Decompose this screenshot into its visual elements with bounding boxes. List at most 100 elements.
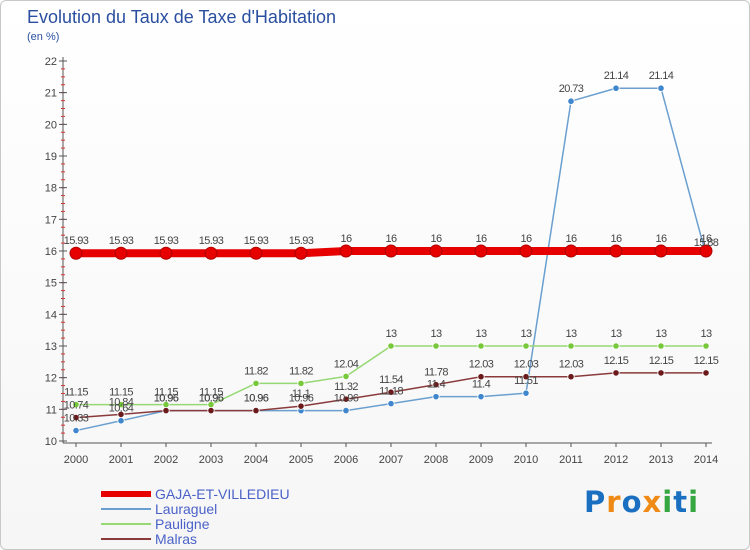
data-label: 10.74 xyxy=(64,400,89,412)
series-point xyxy=(657,84,665,92)
data-label: 12.15 xyxy=(604,355,629,367)
series-point xyxy=(207,406,215,415)
series-point xyxy=(432,342,440,350)
legend-label: Lauraguel xyxy=(155,501,218,517)
x-tick-label: 2002 xyxy=(154,454,178,466)
data-label: 16 xyxy=(385,233,397,245)
series-point xyxy=(699,244,713,258)
data-label: 10.96 xyxy=(244,393,269,405)
data-label: 13 xyxy=(655,328,667,340)
data-label: 11.82 xyxy=(289,365,313,377)
logo-letter: o xyxy=(621,485,643,519)
y-tick-label: 14 xyxy=(45,309,57,321)
data-label: 10.96 xyxy=(334,393,359,405)
series-point xyxy=(339,244,353,258)
series-point xyxy=(654,244,668,258)
data-label: 15.93 xyxy=(289,235,314,247)
y-tick-label: 11 xyxy=(46,404,57,416)
legend-swatch xyxy=(101,523,151,525)
data-label: 11.1 xyxy=(292,388,311,400)
x-tick-label: 2012 xyxy=(604,454,628,466)
data-label: 11.18 xyxy=(379,386,403,398)
x-tick-label: 2000 xyxy=(64,454,88,466)
series-point xyxy=(522,373,530,381)
series-point xyxy=(657,369,665,377)
data-label: 10.96 xyxy=(199,393,224,405)
data-label: 11.15 xyxy=(199,387,223,399)
data-label: 13 xyxy=(565,328,577,340)
data-label: 10.96 xyxy=(154,393,179,405)
series-point xyxy=(567,342,575,350)
y-tick-label: 18 xyxy=(45,183,57,195)
proxiti-logo: Proxiti xyxy=(584,485,699,519)
data-label: 12.03 xyxy=(559,359,584,371)
series-point xyxy=(297,402,305,410)
x-tick-label: 2009 xyxy=(469,454,493,466)
y-tick-label: 10 xyxy=(45,436,57,448)
data-label: 11.54 xyxy=(379,374,403,386)
x-tick-label: 2001 xyxy=(109,454,133,466)
logo-letter: i xyxy=(688,485,700,519)
data-label: 13 xyxy=(430,328,442,340)
data-label: 16 xyxy=(700,233,712,245)
series-point xyxy=(429,244,443,258)
series-point xyxy=(342,372,350,380)
series-point xyxy=(609,244,623,258)
series-point xyxy=(612,342,620,350)
data-label: 16 xyxy=(430,233,442,245)
data-label: 13 xyxy=(385,328,397,340)
series-point xyxy=(252,406,260,415)
series-point xyxy=(387,400,395,408)
y-tick-label: 19 xyxy=(45,151,57,163)
series-point xyxy=(432,393,440,401)
y-tick-label: 16 xyxy=(45,246,57,258)
data-label: 15.93 xyxy=(154,235,179,247)
series-point xyxy=(564,244,578,258)
x-tick-label: 2011 xyxy=(559,454,583,466)
y-tick-label: 20 xyxy=(45,119,57,131)
x-tick-label: 2004 xyxy=(244,454,268,466)
chart-subtitle: (en %) xyxy=(27,31,60,43)
legend-label: GAJA-ET-VILLEDIEU xyxy=(155,486,290,502)
y-tick-label: 22 xyxy=(45,56,57,68)
data-label: 12.03 xyxy=(514,359,539,371)
chart-axes: 10 11 12 13 14 15 16 17 18 19 20 21 22 2000 2001 2002 20… xyxy=(45,56,718,466)
series-point xyxy=(204,246,218,260)
data-label: 11.4 xyxy=(427,379,446,391)
series-point xyxy=(72,426,80,435)
series-point xyxy=(474,244,488,258)
x-tick-label: 2008 xyxy=(424,454,448,466)
series-point xyxy=(297,379,305,387)
series-point xyxy=(522,342,530,350)
series-point xyxy=(612,369,620,377)
data-label: 12.15 xyxy=(694,355,719,367)
logo-letter: i xyxy=(662,485,674,519)
data-label: 10.64 xyxy=(109,403,134,415)
data-label: 20.73 xyxy=(559,83,584,95)
logo-letter: r xyxy=(606,485,622,519)
series-point xyxy=(477,373,485,381)
data-label: 10.84 xyxy=(109,396,134,408)
data-label: 11.15 xyxy=(109,387,133,399)
data-label: 11.82 xyxy=(244,365,268,377)
series-point xyxy=(117,400,125,409)
series-point xyxy=(162,406,170,415)
data-label: 15.93 xyxy=(244,235,269,247)
series-point xyxy=(702,369,710,377)
series-point xyxy=(567,97,575,105)
series-point xyxy=(612,84,620,92)
y-tick-label: 15 xyxy=(45,278,57,290)
legend-label: Malras xyxy=(155,531,198,547)
data-label: 12.15 xyxy=(649,355,674,367)
legend-swatch xyxy=(101,491,151,497)
series-point xyxy=(477,342,485,350)
series-point xyxy=(114,246,128,260)
data-label: 16 xyxy=(475,233,487,245)
series-point xyxy=(117,410,125,418)
series-point xyxy=(294,246,308,260)
data-label: 12.04 xyxy=(334,358,359,370)
y-tick-label: 12 xyxy=(45,373,57,385)
data-label: 10.96 xyxy=(154,393,179,405)
legend-swatch xyxy=(101,538,151,540)
